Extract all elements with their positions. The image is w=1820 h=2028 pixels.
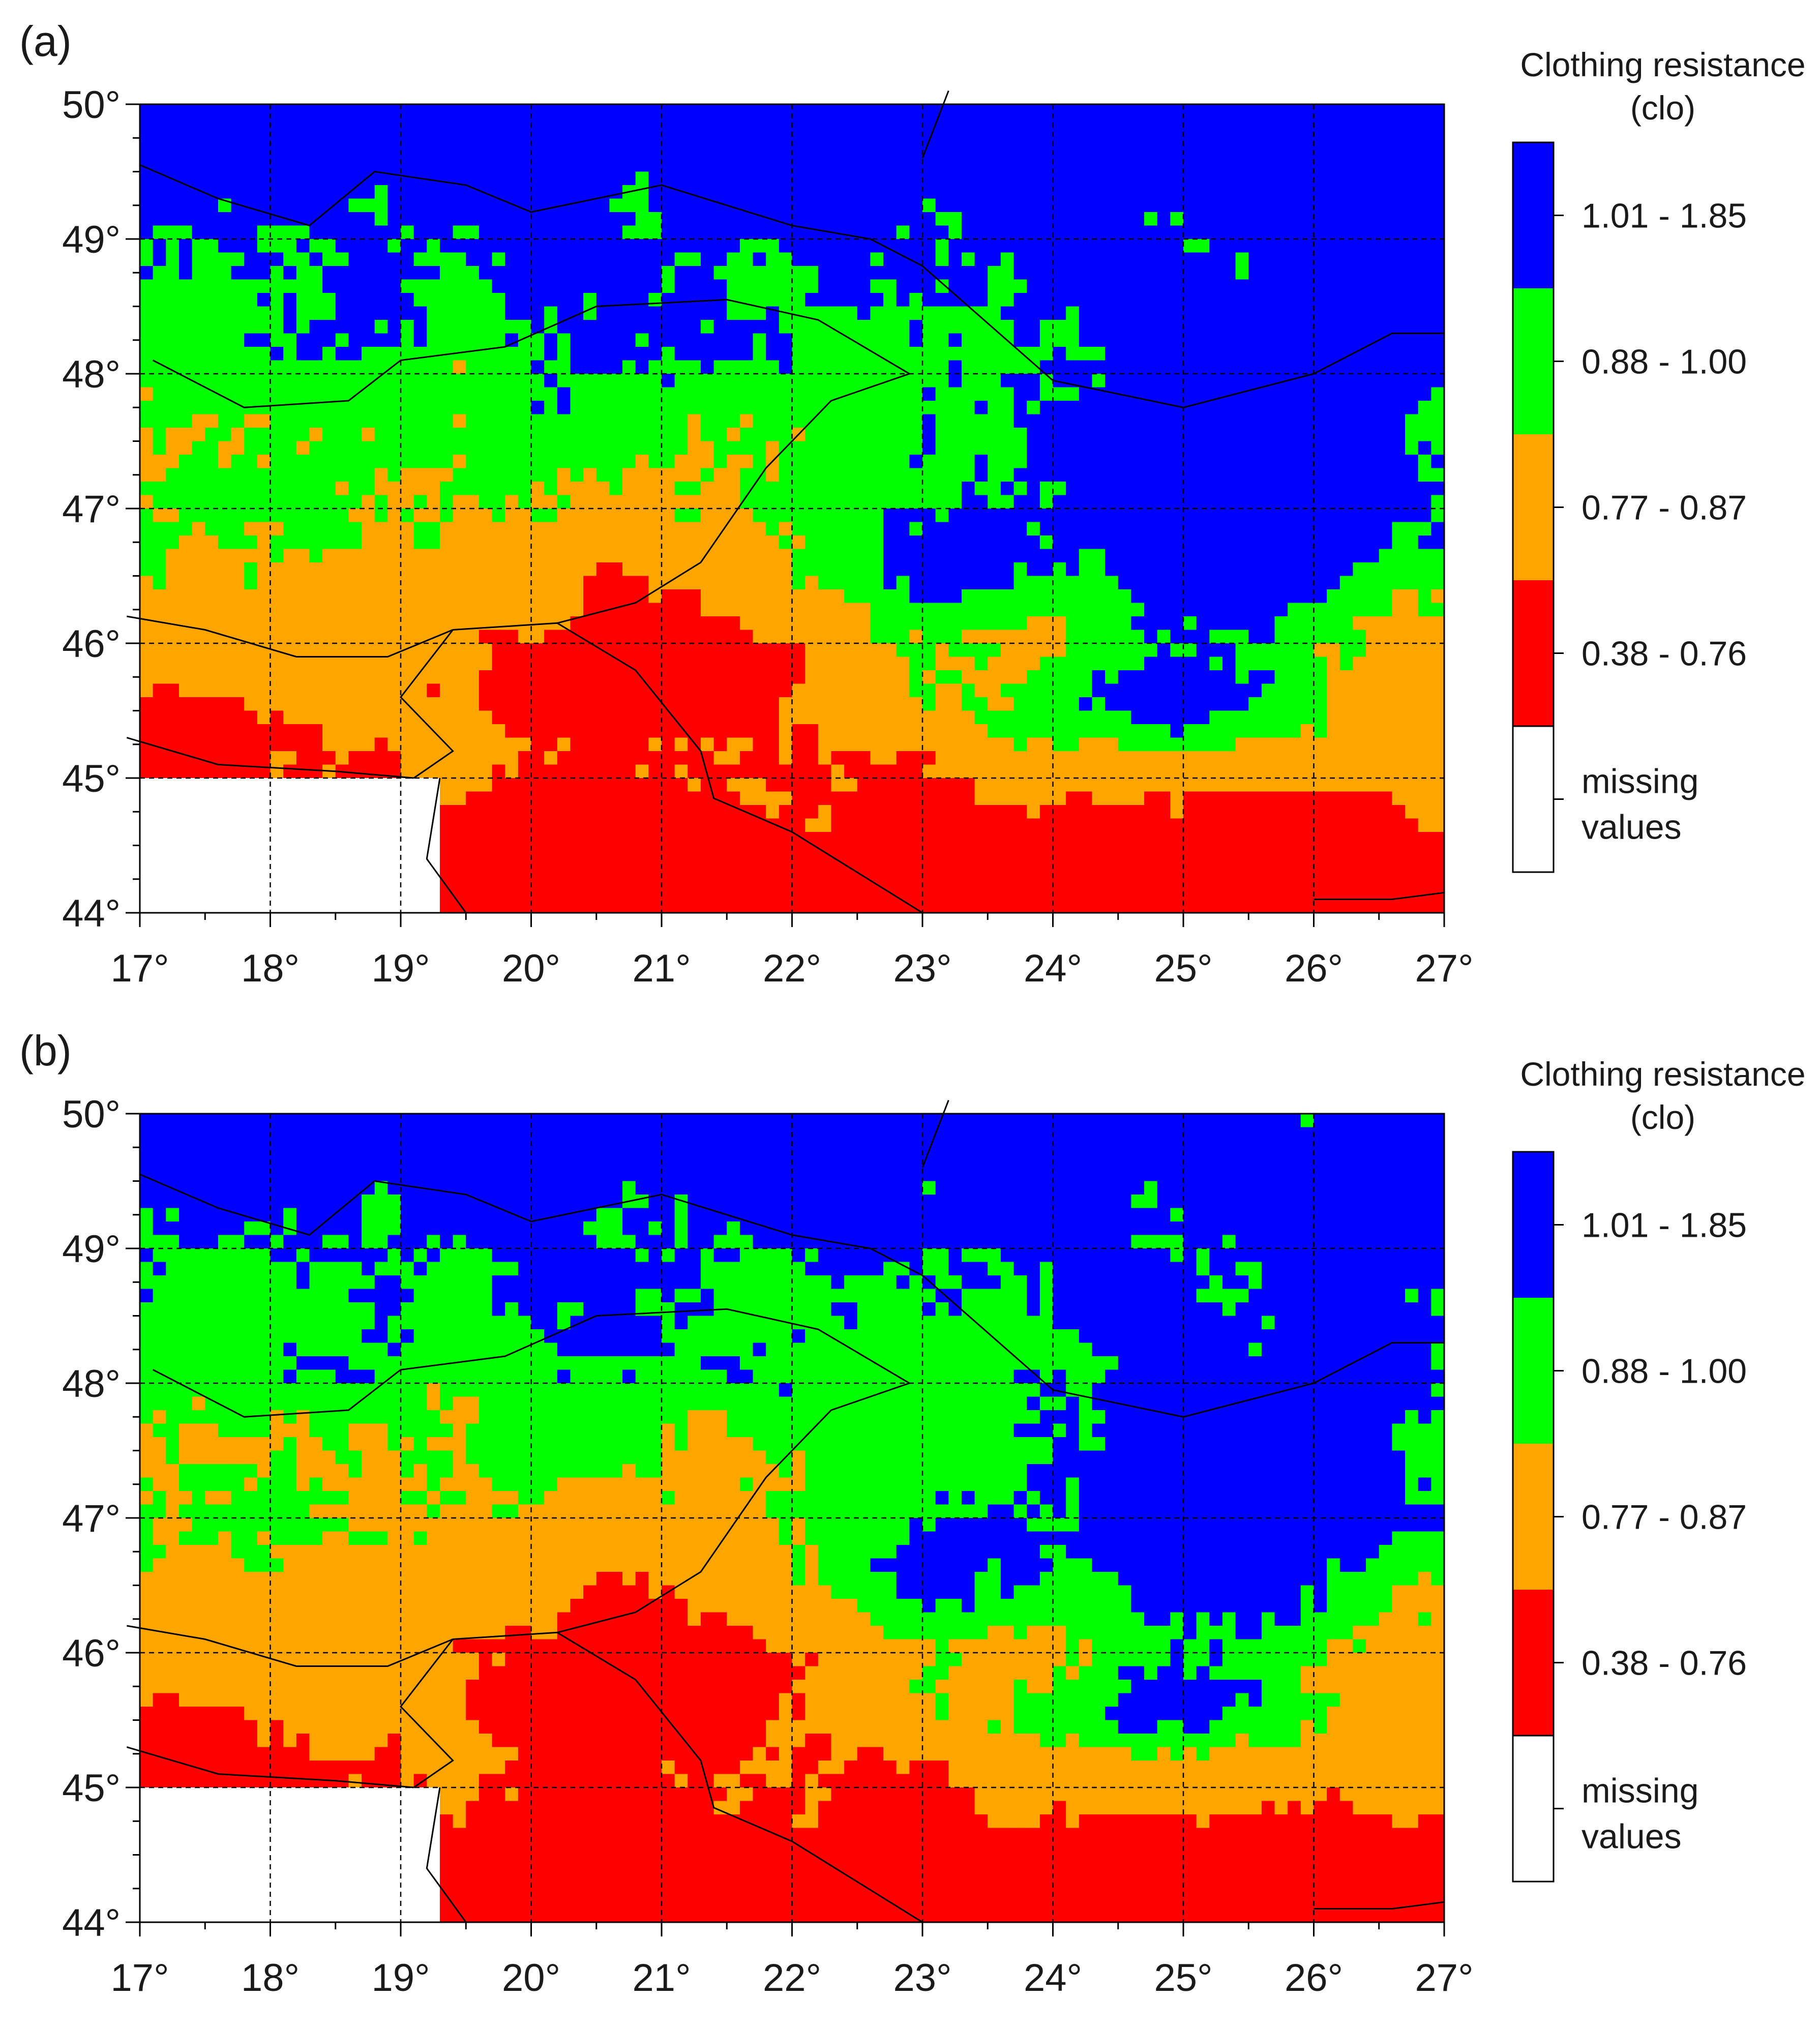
legend-class-label: 0.38 - 0.76	[1582, 1644, 1747, 1683]
legend-unit: (clo)	[1630, 1098, 1695, 1136]
legend-class-label: 0.88 - 1.00	[1582, 1352, 1747, 1391]
legend-title: Clothing resistance	[1520, 46, 1805, 83]
graticule	[140, 1114, 1444, 1922]
longitude-tick-label: 17°	[111, 947, 169, 990]
panel-b: (b) 17° 18° 19° 20° 21° 22° 23° 24° 25° 26° 27° 50° 4…	[19, 1027, 1806, 2000]
longitude-tick-label: 19°	[372, 947, 430, 990]
legend: Clothing resistance (clo) 1.01 - 1.85 0.88 …	[1512, 46, 1806, 873]
latitude-tick-label: 49°	[62, 218, 121, 261]
longitude-tick-label: 24°	[1024, 1956, 1082, 2000]
longitude-tick-label: 23°	[893, 947, 952, 990]
legend-swatch	[1513, 142, 1554, 288]
latitude-tick-label: 46°	[62, 1632, 121, 1675]
longitude-tick-label: 26°	[1285, 947, 1343, 990]
legend-unit: (clo)	[1630, 89, 1695, 127]
legend-swatch	[1513, 1152, 1554, 1298]
legend-swatch	[1513, 434, 1554, 580]
longitude-tick-label: 27°	[1415, 947, 1474, 990]
latitude-tick-label: 47°	[62, 488, 121, 531]
latitude-tick-label: 45°	[62, 757, 121, 800]
panel-label: (b)	[19, 1027, 72, 1075]
longitude-tick-label: 18°	[241, 947, 300, 990]
legend-swatch	[1513, 288, 1554, 434]
latitude-tick-label: 44°	[62, 1901, 121, 1945]
legend-missing-label: missing	[1582, 1772, 1699, 1810]
longitude-tick-label: 21°	[633, 947, 691, 990]
legend-missing-label: values	[1582, 808, 1682, 847]
legend-swatch-missing	[1512, 1735, 1555, 1883]
legend-class-label: 0.88 - 1.00	[1582, 343, 1747, 381]
legend-class-label: 0.38 - 0.76	[1582, 635, 1747, 673]
country-borders	[126, 1099, 1445, 1923]
longitude-tick-label: 23°	[893, 1956, 952, 2000]
latitude-tick-label: 50°	[62, 1093, 121, 1136]
longitude-tick-label: 17°	[111, 1956, 169, 2000]
latitude-tick-label: 48°	[62, 353, 121, 396]
legend-title: Clothing resistance	[1520, 1055, 1805, 1093]
legend-swatch	[1513, 580, 1554, 726]
longitude-tick-label: 26°	[1285, 1956, 1343, 2000]
longitude-tick-label: 22°	[763, 947, 821, 990]
legend-class-label: 0.77 - 0.87	[1582, 1498, 1747, 1537]
longitude-tick-label: 25°	[1154, 947, 1213, 990]
legend-missing-label: values	[1582, 1817, 1682, 1856]
longitude-tick-label: 18°	[241, 1956, 300, 2000]
latitude-tick-label: 50°	[62, 83, 121, 127]
legend-class-label: 0.77 - 0.87	[1582, 489, 1747, 527]
axis-ticks	[126, 103, 1445, 927]
latitude-tick-label: 44°	[62, 892, 121, 935]
latitude-tick-label: 45°	[62, 1767, 121, 1810]
axis-ticks	[126, 1113, 1445, 1936]
legend-swatch	[1513, 1444, 1554, 1590]
longitude-tick-label: 21°	[633, 1956, 691, 2000]
legend-swatch-missing	[1512, 725, 1555, 873]
longitude-tick-label: 20°	[502, 1956, 560, 2000]
graticule	[140, 104, 1444, 913]
longitude-tick-label: 24°	[1024, 947, 1082, 990]
longitude-tick-label: 25°	[1154, 1956, 1213, 2000]
legend-swatch	[1513, 1590, 1554, 1736]
panel-a: (a) 17° 18° 19° 20° 21° 22° 23° 24° 25° 26° 27° 50° 4…	[19, 17, 1806, 990]
climate-raster	[140, 104, 1445, 913]
longitude-tick-label: 19°	[372, 1956, 430, 2000]
latitude-tick-label: 49°	[62, 1228, 121, 1271]
latitude-tick-label: 46°	[62, 622, 121, 666]
legend: Clothing resistance (clo) 1.01 - 1.85 0.88 …	[1512, 1055, 1806, 1883]
legend-class-label: 1.01 - 1.85	[1582, 197, 1747, 235]
panel-label: (a)	[19, 17, 72, 65]
longitude-tick-label: 22°	[763, 1956, 821, 2000]
legend-swatch	[1513, 1298, 1554, 1444]
longitude-tick-label: 20°	[502, 947, 560, 990]
latitude-tick-label: 48°	[62, 1362, 121, 1406]
latitude-tick-label: 47°	[62, 1497, 121, 1540]
legend-class-label: 1.01 - 1.85	[1582, 1206, 1747, 1245]
climate-raster	[140, 1114, 1445, 1923]
legend-missing-label: missing	[1582, 762, 1699, 801]
longitude-tick-label: 27°	[1415, 1956, 1474, 2000]
